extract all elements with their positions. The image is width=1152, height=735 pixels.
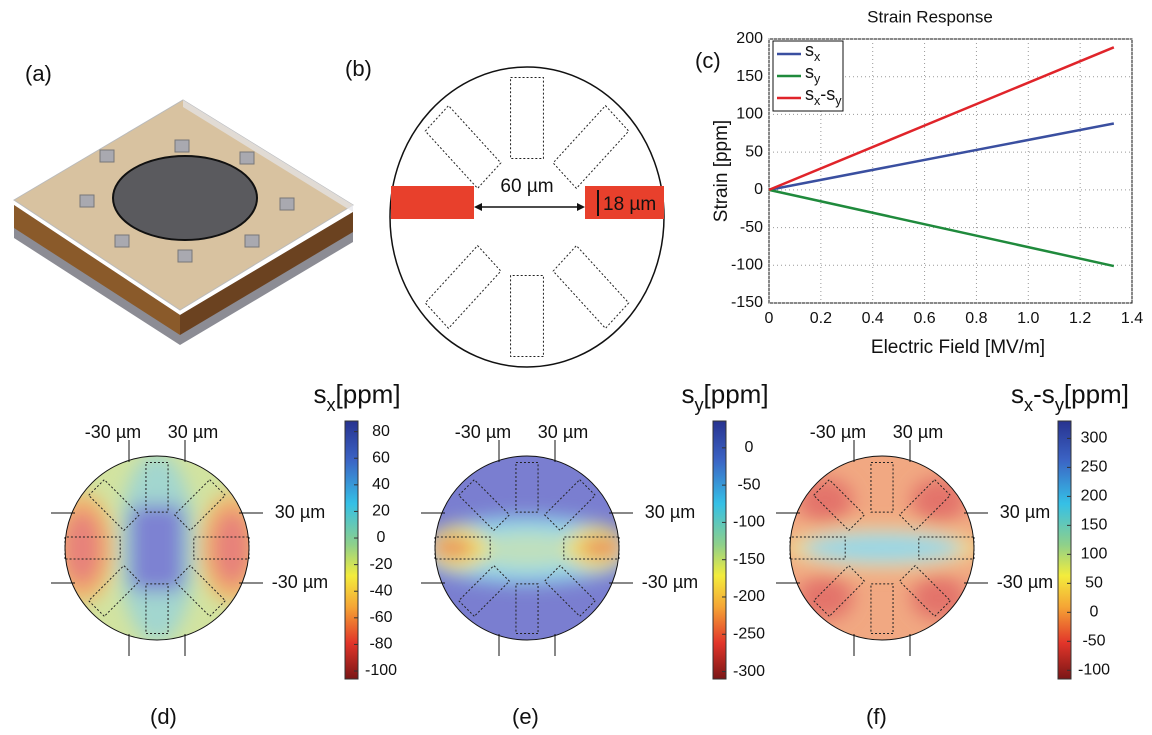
y-tick-label: 50 [745, 143, 763, 160]
colorbar-title: sy[ppm] [681, 379, 768, 415]
x-tick-label: 0.2 [810, 310, 832, 327]
colorbar-label: -80 [369, 636, 392, 653]
y-tick-label: -50 [740, 219, 763, 236]
colorbar-label: 60 [372, 449, 390, 466]
colorbar-label: 40 [372, 476, 390, 493]
figure: (a) (b) (c) (d) (e) (f) 60 µm 18 µm [0, 0, 1152, 735]
colorbar [1058, 421, 1071, 679]
colorbar-label: -40 [369, 582, 392, 599]
colorbar [345, 421, 358, 679]
map-x-label: -30 µm [85, 422, 141, 442]
y-tick-label: 100 [736, 106, 763, 123]
colorbar-label: -100 [1078, 662, 1110, 679]
map-y-label: 30 µm [275, 502, 325, 522]
map-x-label: 30 µm [168, 422, 218, 442]
colorbar [713, 421, 726, 679]
colorbar-label: -200 [733, 588, 765, 605]
colorbar-label: 200 [1081, 488, 1108, 505]
width-label: 18 µm [603, 194, 656, 215]
map-y-label: -30 µm [642, 572, 698, 592]
colorbar-label: -300 [733, 663, 765, 680]
colorbar-label: 50 [1085, 575, 1103, 592]
colorbar-label: 0 [377, 529, 386, 546]
x-axis-label: Electric Field [MV/m] [871, 337, 1045, 358]
colorbar-label: -100 [365, 662, 397, 679]
panel-label: (a) [25, 61, 52, 86]
colorbar-label: 300 [1081, 430, 1108, 447]
map-y-label: 30 µm [1000, 502, 1050, 522]
colorbar-label: 250 [1081, 459, 1108, 476]
y-axis-label: Strain [ppm] [711, 120, 732, 222]
colorbar-label: -20 [369, 556, 392, 573]
map-x-label: 30 µm [538, 422, 588, 442]
x-tick-label: 0.6 [913, 310, 935, 327]
colorbar-title: sx-sy[ppm] [1011, 379, 1129, 415]
map-x-label: -30 µm [455, 422, 511, 442]
heatmap [50, 453, 982, 643]
map-x-label: 30 µm [893, 422, 943, 442]
panel-label: (b) [345, 56, 372, 81]
y-tick-label: 150 [736, 68, 763, 85]
x-tick-label: 1.2 [1069, 310, 1091, 327]
x-tick-label: 1.0 [1017, 310, 1039, 327]
y-tick-label: -100 [731, 257, 763, 274]
colorbar-label: -50 [1082, 633, 1105, 650]
colorbar-label: 100 [1081, 546, 1108, 563]
x-tick-label: 0.8 [965, 310, 987, 327]
electrode-diagram: 60 µm 18 µm [390, 67, 664, 367]
colorbar-label: 20 [372, 503, 390, 520]
colorbar-label: 0 [1090, 604, 1099, 621]
colorbar-label: 80 [372, 423, 390, 440]
colorbar-label: -150 [733, 551, 765, 568]
colorbar-label: -50 [737, 476, 760, 493]
y-tick-label: -150 [731, 294, 763, 311]
panel-label: (f) [866, 704, 887, 729]
gap-label: 60 µm [500, 176, 553, 197]
y-tick-label: 0 [754, 181, 763, 198]
panel-label: (e) [512, 704, 539, 729]
map-y-label: 30 µm [645, 502, 695, 522]
y-tick-label: 200 [736, 30, 763, 47]
map-x-label: -30 µm [810, 422, 866, 442]
colorbar-label: -100 [733, 514, 765, 531]
x-tick-label: 1.4 [1121, 310, 1143, 327]
map-y-label: -30 µm [272, 572, 328, 592]
colorbar-label: -60 [369, 609, 392, 626]
x-tick-label: 0.4 [862, 310, 884, 327]
x-tick-label: 0 [765, 310, 774, 327]
colorbar-label: 0 [745, 439, 754, 456]
panel-label: (c) [695, 48, 721, 73]
colorbar-label: -250 [733, 625, 765, 642]
panel-label: (d) [150, 704, 177, 729]
colorbar-title: sx[ppm] [313, 379, 400, 415]
colorbar-label: 150 [1081, 517, 1108, 534]
device-sketch [14, 100, 353, 345]
map-y-label: -30 µm [997, 572, 1053, 592]
chart-title: Strain Response [867, 7, 993, 26]
